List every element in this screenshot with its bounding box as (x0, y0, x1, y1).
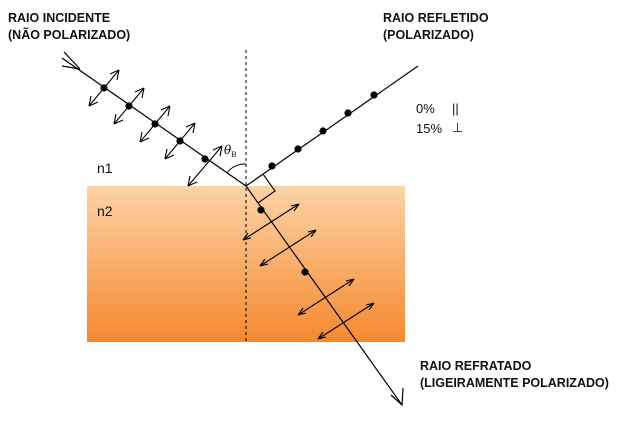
angle-subscript: B (231, 151, 236, 159)
parallel-symbol: || (452, 101, 459, 116)
incident-ray-label: RAIO INCIDENTE (NÃO POLARIZADO) (8, 10, 130, 44)
refracted-dots (257, 206, 309, 276)
double-arrow (139, 105, 171, 143)
reflected-dot (268, 162, 276, 170)
double-arrow (242, 203, 300, 241)
reflected-dot (319, 127, 327, 135)
medium-n1-label: n1 (97, 160, 113, 176)
medium-n2-block (87, 186, 405, 342)
refracted-dot (301, 268, 309, 276)
incident-dot (201, 155, 209, 163)
double-arrow (164, 122, 196, 160)
incident-arrowhead (61, 51, 81, 70)
refracted-ray (245, 185, 403, 406)
refracted-arrowhead (390, 387, 404, 407)
reflected-label-line1: RAIO REFLETIDO (383, 11, 489, 25)
medium-n2-label: n2 (97, 203, 113, 219)
reflected-dot (370, 91, 378, 99)
incident-label-line2: (NÃO POLARIZADO) (8, 28, 131, 42)
reflected-dot (294, 145, 302, 153)
reflected-dots (268, 91, 378, 170)
refracted-polarization-arrows (242, 203, 375, 340)
angle-symbol: θ (224, 143, 232, 157)
refracted-dot (257, 206, 265, 214)
double-arrow (317, 302, 375, 340)
parallel-percentage: 0% (416, 101, 435, 116)
double-arrow (259, 229, 317, 267)
brewster-angle-label: θB (224, 143, 236, 159)
refracted-label-line2: (LIGEIRAMENTE POLARIZADO) (420, 376, 609, 390)
perpendicular-symbol: ⊥ (452, 120, 464, 135)
refracted-ray-label: RAIO REFRATADO (LIGEIRAMENTE POLARIZADO) (420, 358, 609, 392)
reflected-dot (344, 109, 352, 117)
reflected-ray-label: RAIO REFLETIDO (POLARIZADO) (383, 10, 489, 44)
double-arrow (297, 278, 355, 316)
incident-polarization-arrows (88, 69, 223, 187)
brewster-angle-arc (226, 163, 247, 174)
perpendicular-percentage: 15% (416, 121, 443, 136)
refracted-label-line1: RAIO REFRATADO (420, 359, 532, 373)
double-arrow (187, 145, 223, 187)
reflected-label-line2: (POLARIZADO) (383, 28, 474, 42)
double-arrow (113, 87, 145, 125)
right-angle-marker (257, 173, 276, 204)
incident-label-line1: RAIO INCIDENTE (8, 11, 111, 25)
double-arrow (88, 69, 120, 107)
